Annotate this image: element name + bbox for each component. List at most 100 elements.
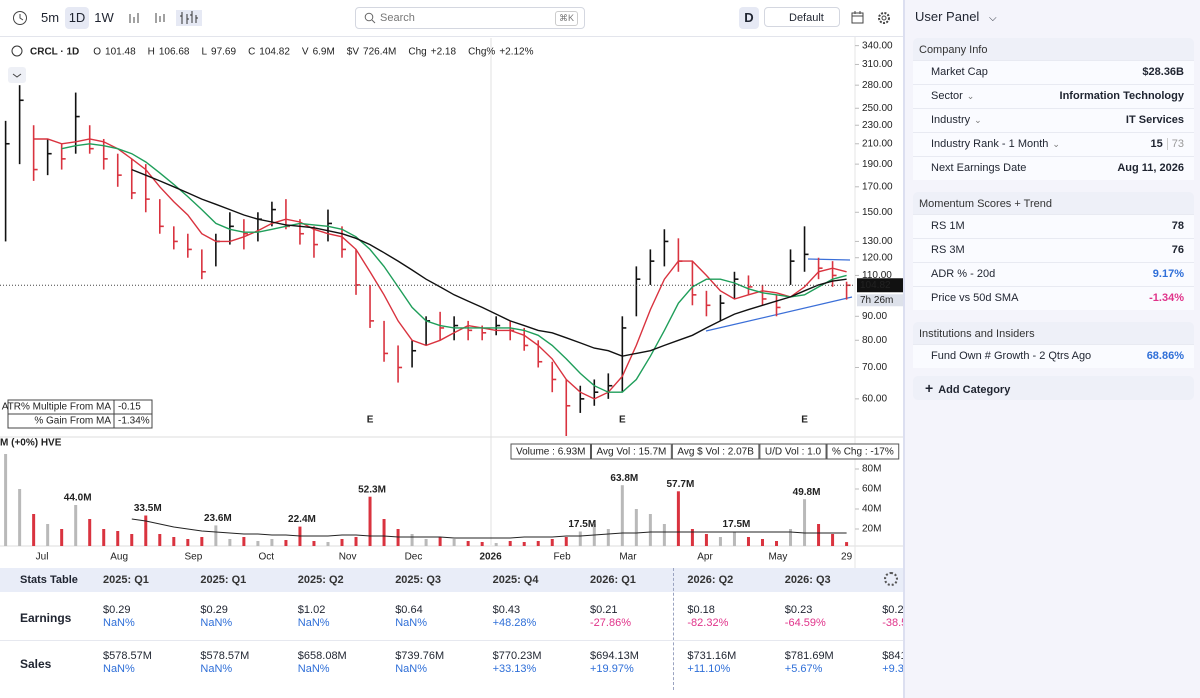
interval-button[interactable]: 1D [65,7,89,29]
volume-bar [789,529,793,546]
volume-average [131,518,847,539]
clock-icon[interactable] [12,10,28,26]
dropdown-icon: ⌄ [1052,139,1060,149]
volume-label: 52.3M [358,484,386,495]
toolbar-icons[interactable] [850,10,895,26]
cell-value: $0.64 [395,604,423,616]
row-value: $28.36B [1142,61,1184,84]
interval-button[interactable]: 5m [40,10,60,25]
cell-value: $770.23M [492,650,542,662]
y-tick-label: 110.00 [862,270,892,281]
add-category-text: Add Category [938,384,1011,396]
symbol-icon [11,45,23,57]
volume-label: 44.0M [64,493,92,504]
column-header: 2025: Q1 [200,574,247,586]
volume-bar [648,514,652,546]
volume-bar [312,541,316,546]
interval-button[interactable]: 1W [94,10,114,25]
volume-bar [424,539,428,546]
countdown: 7h 26m [860,295,893,306]
period-button[interactable]: D [739,7,759,29]
panel-title[interactable]: User Panel ⌵ [915,9,997,24]
cell-value: $731.16M [687,650,737,662]
symbol: CRCL · 1D [30,47,79,58]
x-tick-label: Nov [339,552,357,563]
y-tick-label: 210.00 [862,138,893,149]
ma-table-label: ATR% Multiple From MA [2,402,112,413]
search-box[interactable]: Search ⌘K [355,7,585,29]
row-value: Information Technology [1060,85,1184,108]
volume-bar [662,524,666,546]
panel-row: Price vs 50d SMA -1.34% [913,286,1194,310]
volume-bar [760,539,764,546]
y-tick-label: 150.00 [862,207,893,218]
plus-icon: + [925,380,934,396]
volume-label: 57.7M [666,479,694,490]
y-tick-label: 80M [862,464,881,475]
layout-select[interactable]: Default [764,7,840,27]
volume-bar [410,534,414,546]
x-tick-label: 29 [841,552,853,563]
volume-bar [564,537,568,546]
volume-bar [298,526,302,546]
panel-row[interactable]: Sector ⌄ Information Technology [913,84,1194,108]
volume-bar [536,541,540,546]
section-title: Company Info [919,44,988,56]
x-tick-label: Apr [697,552,713,563]
volume-bar [46,524,50,546]
volume-legend: M (+0%) HVE [0,438,62,449]
cell-change: NaN% [297,617,330,629]
panel-row[interactable]: Industry ⌄ IT Services [913,108,1194,132]
collapse-button[interactable] [8,67,26,83]
cell-value: $0.29 [103,604,131,616]
row-label: RS 3M [931,244,965,256]
volume-bar [116,531,120,546]
y-tick-label: 60.00 [862,394,887,405]
volume-bar [130,534,134,546]
cell-value: $578.57M [103,650,152,662]
cell-change: NaN% [297,663,330,675]
cell-change: +48.28% [492,617,537,629]
legend-value: 6.9M [313,47,335,58]
row-value-text: 68.86% [1146,350,1184,362]
y-tick-label: 20M [862,524,881,535]
ma-table-label: % Gain From MA [34,416,111,427]
volume-bar [466,541,470,546]
cell-change: +19.97% [590,663,634,675]
trendline [807,258,851,261]
add-category[interactable]: + Add Category [913,376,1194,400]
toolbar: 5m 1D 1W Search ⌘K D Default [0,0,903,37]
x-tick-label: Mar [619,552,637,563]
panel-row: Market Cap $28.36B [913,60,1194,84]
volume-stat-box [590,443,672,460]
volume-label: 17.5M [568,519,596,530]
volume-bar [746,537,750,546]
row-label: Sector [931,90,963,102]
chevron [12,73,22,78]
panel-row: Fund Own # Growth - 2 Qtrs Ago 68.86% [913,344,1194,368]
volume-bar [803,499,807,546]
section-title: Institutions and Insiders [919,328,1035,340]
volume-bar [578,531,582,546]
panel-title-text: User Panel [915,9,980,24]
volume-bar [606,529,610,546]
y-tick-label: 80.00 [862,335,887,346]
chart-style-icons[interactable] [126,10,206,26]
volume-bar [60,529,64,546]
cell-change: NaN% [103,617,135,629]
legend-label: Chg [408,47,426,58]
row-label: Market Cap [931,66,988,78]
chart: 60.00 70.00 80.00 90.00 110.00 120.00 130.00 15… [0,36,903,568]
cell-change: +5.67% [784,663,823,675]
table-settings[interactable] [884,572,898,586]
trendline [705,296,853,332]
x-tick-label: Dec [405,552,423,563]
volume-stat-box [671,443,760,460]
panel-row[interactable]: Industry Rank - 1 Month ⌄ 15 73 [913,132,1194,156]
x-tick-label: Jul [36,552,49,563]
volume-label: 17.5M [723,519,751,530]
legend-label: O [93,47,101,58]
volume-bar [18,489,22,546]
cell-value: $0.21 [590,604,618,616]
stats-table: Stats Table 2025: Q1 2025: Q1 2025: Q2 2025:… [0,568,903,690]
